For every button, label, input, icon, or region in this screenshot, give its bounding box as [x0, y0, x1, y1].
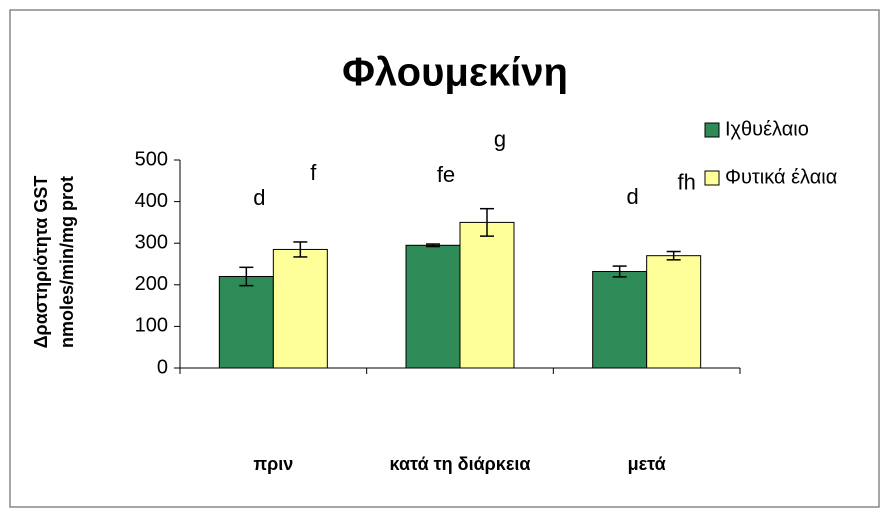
legend-label: Φυτικά έλαια [725, 166, 837, 188]
bar [218, 275, 274, 369]
y-tick-label: 500 [135, 148, 168, 170]
x-tick-label: μετά [628, 454, 666, 474]
annotation: f [310, 160, 317, 185]
y-tick-label: 400 [135, 190, 168, 212]
annotation: d [627, 184, 639, 209]
legend-label: Ιχθυέλαιο [725, 118, 809, 140]
annotation: g [494, 126, 506, 151]
y-tick-label: 0 [157, 356, 168, 378]
annotation: d [253, 185, 265, 210]
error-bar [480, 207, 494, 237]
bar [459, 221, 515, 369]
x-tick-label: κατά τη διάρκεια [390, 454, 531, 474]
error-bar [612, 265, 627, 278]
error-bar [239, 266, 254, 287]
error-bar [426, 243, 440, 248]
y-axis-label: nmoles/min/mg prot [57, 176, 77, 348]
annotation: fh [677, 169, 695, 194]
error-bar [293, 241, 308, 258]
bar [646, 255, 702, 369]
bar [592, 270, 648, 369]
y-tick-label: 200 [135, 273, 168, 295]
chart-title: Φλουμεκίνη [342, 51, 568, 95]
x-tick-label: πριν [253, 454, 293, 474]
y-axis-label: Δραστηριότητα GST [31, 176, 51, 349]
bar [405, 244, 461, 369]
y-tick-label: 300 [135, 231, 168, 253]
legend-swatch [704, 122, 720, 138]
annotation: fe [437, 162, 455, 187]
legend-swatch [704, 170, 720, 186]
y-tick-label: 100 [135, 315, 168, 337]
error-bar [666, 250, 681, 261]
bar [272, 248, 328, 369]
